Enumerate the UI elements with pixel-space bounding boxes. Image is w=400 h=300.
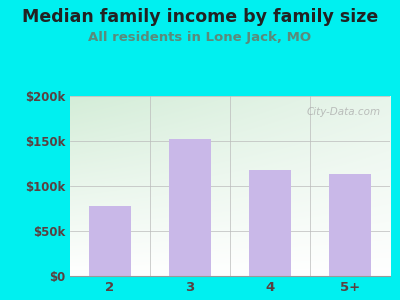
Bar [89,206,131,276]
Text: City-Data.com: City-Data.com [306,107,380,117]
Text: Median family income by family size: Median family income by family size [22,8,378,26]
Bar [169,139,211,276]
Bar [249,170,291,276]
Bar [329,174,371,276]
Text: All residents in Lone Jack, MO: All residents in Lone Jack, MO [88,32,312,44]
